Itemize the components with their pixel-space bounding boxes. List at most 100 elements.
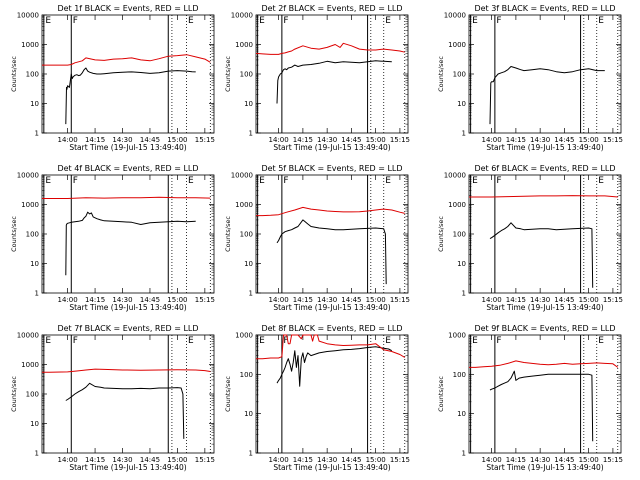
- panel-title: Det 8f BLACK = Events, RED = LLD: [261, 324, 402, 333]
- y-tick-label: 1000: [448, 201, 466, 209]
- y-tick-label: 10: [244, 260, 253, 268]
- event-marker-label: E: [598, 336, 604, 346]
- detector-panel: Det 4f BLACK = Events, RED = LLD 1 10 100 10…: [10, 164, 215, 312]
- y-tick-label: 1000: [21, 361, 39, 369]
- event-marker-label: E: [472, 336, 478, 346]
- y-tick-label: 10000: [231, 172, 253, 180]
- detector-panel: Det 5f BLACK = Events, RED = LLD 1 10 100 10…: [224, 164, 410, 312]
- plot-frame: [468, 14, 622, 134]
- x-tick-label: 14:00: [58, 456, 78, 464]
- x-tick-label: 14:15: [85, 456, 105, 464]
- x-tick-label: 15:00: [579, 296, 599, 304]
- y-tick-label: 1000: [235, 41, 253, 49]
- x-tick-label: 14:15: [293, 296, 313, 304]
- x-axis-label: Start Time (19-Jul-15 13:49:40): [273, 303, 390, 312]
- x-tick-label: 15:15: [390, 296, 410, 304]
- x-tick-label: 14:30: [530, 136, 550, 144]
- series-line: [256, 334, 406, 360]
- x-tick-label: 14:00: [58, 136, 78, 144]
- event-marker-label: E: [259, 176, 265, 186]
- detector-panel: Det 6f BLACK = Events, RED = LLD 1 10 100 10…: [437, 164, 623, 312]
- y-tick-label: 10: [457, 100, 466, 108]
- series-line: [276, 346, 393, 387]
- x-axis-label: Start Time (19-Jul-15 13:49:40): [69, 463, 186, 472]
- x-tick-label: 15:00: [167, 296, 187, 304]
- y-tick-label: 1: [462, 450, 466, 458]
- y-tick-label: 10000: [17, 172, 39, 180]
- detector-panel: Det 1f BLACK = Events, RED = LLD 1 10 100 10…: [10, 4, 215, 152]
- series-line: [65, 211, 196, 276]
- event-marker-label: E: [472, 176, 478, 186]
- y-tick-label: 10: [30, 100, 39, 108]
- x-tick-label: 14:15: [506, 456, 526, 464]
- event-marker-label: E: [385, 176, 391, 186]
- series-line: [276, 60, 392, 104]
- panel-title: Det 4f BLACK = Events, RED = LLD: [57, 164, 198, 173]
- y-tick-label: 100: [240, 371, 253, 379]
- y-tick-label: 10: [244, 100, 253, 108]
- y-tick-label: 1000: [235, 201, 253, 209]
- y-tick-label: 100: [240, 71, 253, 79]
- y-tick-label: 10000: [444, 12, 466, 20]
- series-line: [65, 67, 196, 125]
- y-tick-label: 1: [462, 130, 466, 138]
- x-tick-label: 14:15: [506, 296, 526, 304]
- series-line: [489, 370, 594, 442]
- series-line: [42, 54, 211, 66]
- event-marker-label: E: [188, 16, 194, 26]
- x-tick-label: 15:15: [603, 456, 623, 464]
- event-marker-label: F: [496, 176, 501, 186]
- event-marker-label: F: [73, 16, 78, 26]
- y-tick-label: 10000: [444, 172, 466, 180]
- y-tick-label: 1: [249, 450, 253, 458]
- event-marker-label: F: [73, 336, 78, 346]
- series-line: [256, 206, 405, 217]
- y-tick-label: 1000: [21, 201, 39, 209]
- y-axis-label: Counts/sec: [224, 216, 232, 252]
- plot-frame: [468, 334, 622, 454]
- y-tick-label: 1000: [235, 332, 253, 340]
- series-line: [489, 222, 594, 288]
- x-tick-label: 15:00: [167, 136, 187, 144]
- x-tick-label: 14:45: [554, 456, 574, 464]
- panel-title: Det 7f BLACK = Events, RED = LLD: [57, 324, 198, 333]
- y-tick-label: 10000: [17, 12, 39, 20]
- x-tick-label: 14:15: [85, 296, 105, 304]
- panel-title: Det 1f BLACK = Events, RED = LLD: [57, 4, 198, 13]
- event-marker-label: E: [259, 336, 265, 346]
- panel-title: Det 9f BLACK = Events, RED = LLD: [474, 324, 615, 333]
- y-tick-label: 1: [249, 130, 253, 138]
- x-tick-label: 14:15: [506, 136, 526, 144]
- series-line: [255, 42, 405, 55]
- y-tick-label: 1: [35, 450, 39, 458]
- x-tick-label: 14:45: [341, 136, 361, 144]
- event-marker-label: E: [472, 16, 478, 26]
- y-tick-label: 10: [457, 410, 466, 418]
- y-axis-label: Counts/sec: [224, 56, 232, 92]
- x-axis-label: Start Time (19-Jul-15 13:49:40): [486, 463, 603, 472]
- y-tick-label: 1000: [21, 41, 39, 49]
- y-tick-label: 1: [462, 290, 466, 298]
- x-tick-label: 14:00: [58, 296, 78, 304]
- x-axis-label: Start Time (19-Jul-15 13:49:40): [69, 303, 186, 312]
- series-line: [469, 195, 618, 198]
- x-tick-label: 14:30: [317, 456, 337, 464]
- x-axis-label: Start Time (19-Jul-15 13:49:40): [486, 143, 603, 152]
- x-tick-label: 14:45: [341, 296, 361, 304]
- event-marker-label: E: [259, 16, 265, 26]
- event-marker-label: F: [496, 336, 501, 346]
- x-tick-label: 15:00: [579, 456, 599, 464]
- event-marker-label: F: [496, 16, 501, 26]
- panel-title: Det 3f BLACK = Events, RED = LLD: [474, 4, 615, 13]
- x-tick-label: 14:45: [140, 136, 160, 144]
- series-line: [65, 382, 185, 439]
- x-tick-label: 15:15: [195, 456, 215, 464]
- x-tick-label: 14:45: [341, 456, 361, 464]
- detector-panel: Det 2f BLACK = Events, RED = LLD 1 10 100 10…: [224, 4, 410, 152]
- y-tick-label: 100: [453, 371, 466, 379]
- y-tick-label: 100: [26, 71, 39, 79]
- x-tick-label: 14:45: [554, 296, 574, 304]
- y-tick-label: 10000: [231, 12, 253, 20]
- y-tick-label: 1: [249, 290, 253, 298]
